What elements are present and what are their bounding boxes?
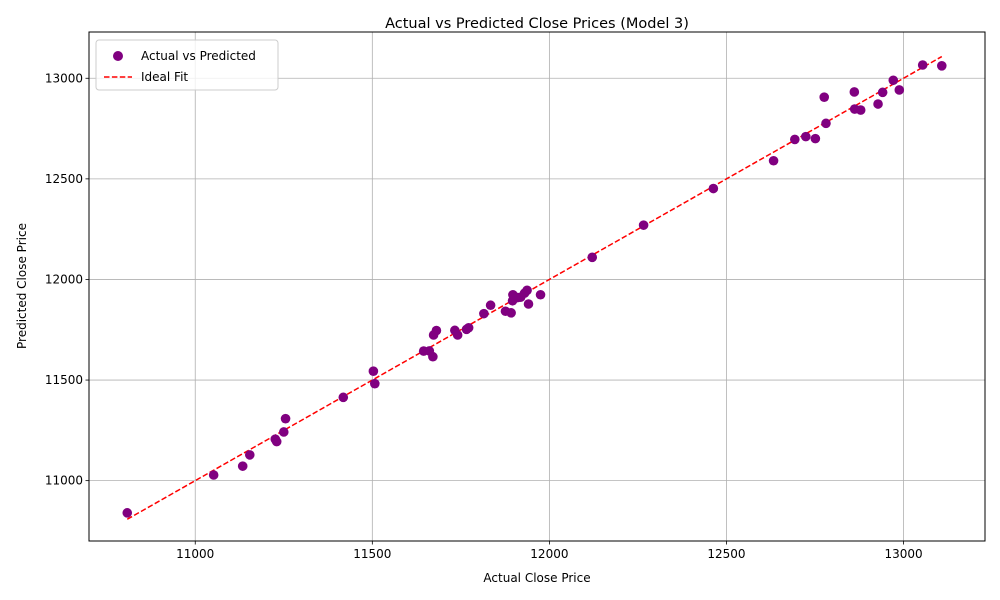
- legend-line-label: Ideal Fit: [141, 70, 188, 84]
- data-point: [431, 325, 442, 336]
- data-point: [463, 322, 474, 333]
- legend-scatter-marker: [113, 51, 123, 61]
- y-tick-label: 11500: [45, 373, 83, 387]
- legend: Actual vs Predicted Ideal Fit: [95, 39, 279, 91]
- x-tick-label: 12500: [707, 547, 745, 561]
- x-tick-label: 12000: [530, 547, 568, 561]
- y-tick-label: 12000: [45, 272, 83, 286]
- data-point: [790, 134, 800, 145]
- data-point: [849, 87, 860, 97]
- x-tick-label: 13000: [884, 547, 922, 561]
- data-point: [271, 436, 282, 447]
- data-point: [485, 300, 496, 311]
- data-point: [587, 252, 598, 263]
- data-point: [244, 450, 255, 460]
- data-point: [819, 92, 830, 102]
- ideal-fit-line: [126, 55, 943, 520]
- x-tick-label: 11000: [176, 547, 214, 561]
- data-point: [506, 308, 516, 318]
- data-point: [855, 105, 866, 115]
- data-point: [877, 87, 888, 98]
- y-axis-ticks: 11000 11500 12000 12500 13000: [45, 71, 89, 488]
- plot-frame: [88, 31, 986, 542]
- legend-scatter-label: Actual vs Predicted: [141, 49, 256, 63]
- data-point: [936, 60, 947, 71]
- data-point: [873, 99, 883, 109]
- ideal-fit-line-layer: [126, 55, 943, 520]
- data-point: [338, 392, 349, 403]
- y-axis-label: Predicted Close Price: [15, 223, 29, 349]
- data-point: [801, 131, 811, 142]
- data-point: [208, 470, 219, 480]
- data-points-layer: [122, 60, 947, 518]
- data-point: [278, 427, 289, 437]
- x-axis-label: Actual Close Price: [483, 571, 590, 585]
- legend-box: [95, 39, 279, 91]
- y-tick-label: 11000: [45, 474, 83, 488]
- data-point: [122, 508, 133, 518]
- y-tick-label: 13000: [45, 71, 83, 85]
- data-point: [280, 413, 291, 424]
- chart-title: Actual vs Predicted Close Prices (Model …: [385, 16, 689, 32]
- data-point: [428, 351, 438, 362]
- x-axis-ticks: 11000 11500 12000 12500 13000: [176, 541, 923, 561]
- data-point: [523, 299, 534, 309]
- data-point: [479, 308, 489, 319]
- data-point: [917, 60, 928, 70]
- data-point: [638, 220, 649, 230]
- grid-lines: [89, 32, 985, 541]
- data-point: [894, 85, 905, 95]
- data-point: [369, 378, 380, 389]
- data-point: [535, 289, 546, 300]
- data-point: [452, 330, 463, 340]
- data-point: [810, 133, 821, 144]
- data-point: [708, 183, 719, 194]
- data-point: [368, 366, 379, 376]
- data-point: [237, 461, 248, 471]
- data-point: [821, 118, 831, 129]
- y-tick-label: 12500: [45, 172, 83, 186]
- x-tick-label: 11500: [353, 547, 391, 561]
- data-point: [768, 155, 779, 166]
- data-point: [888, 75, 899, 86]
- data-point: [522, 285, 532, 296]
